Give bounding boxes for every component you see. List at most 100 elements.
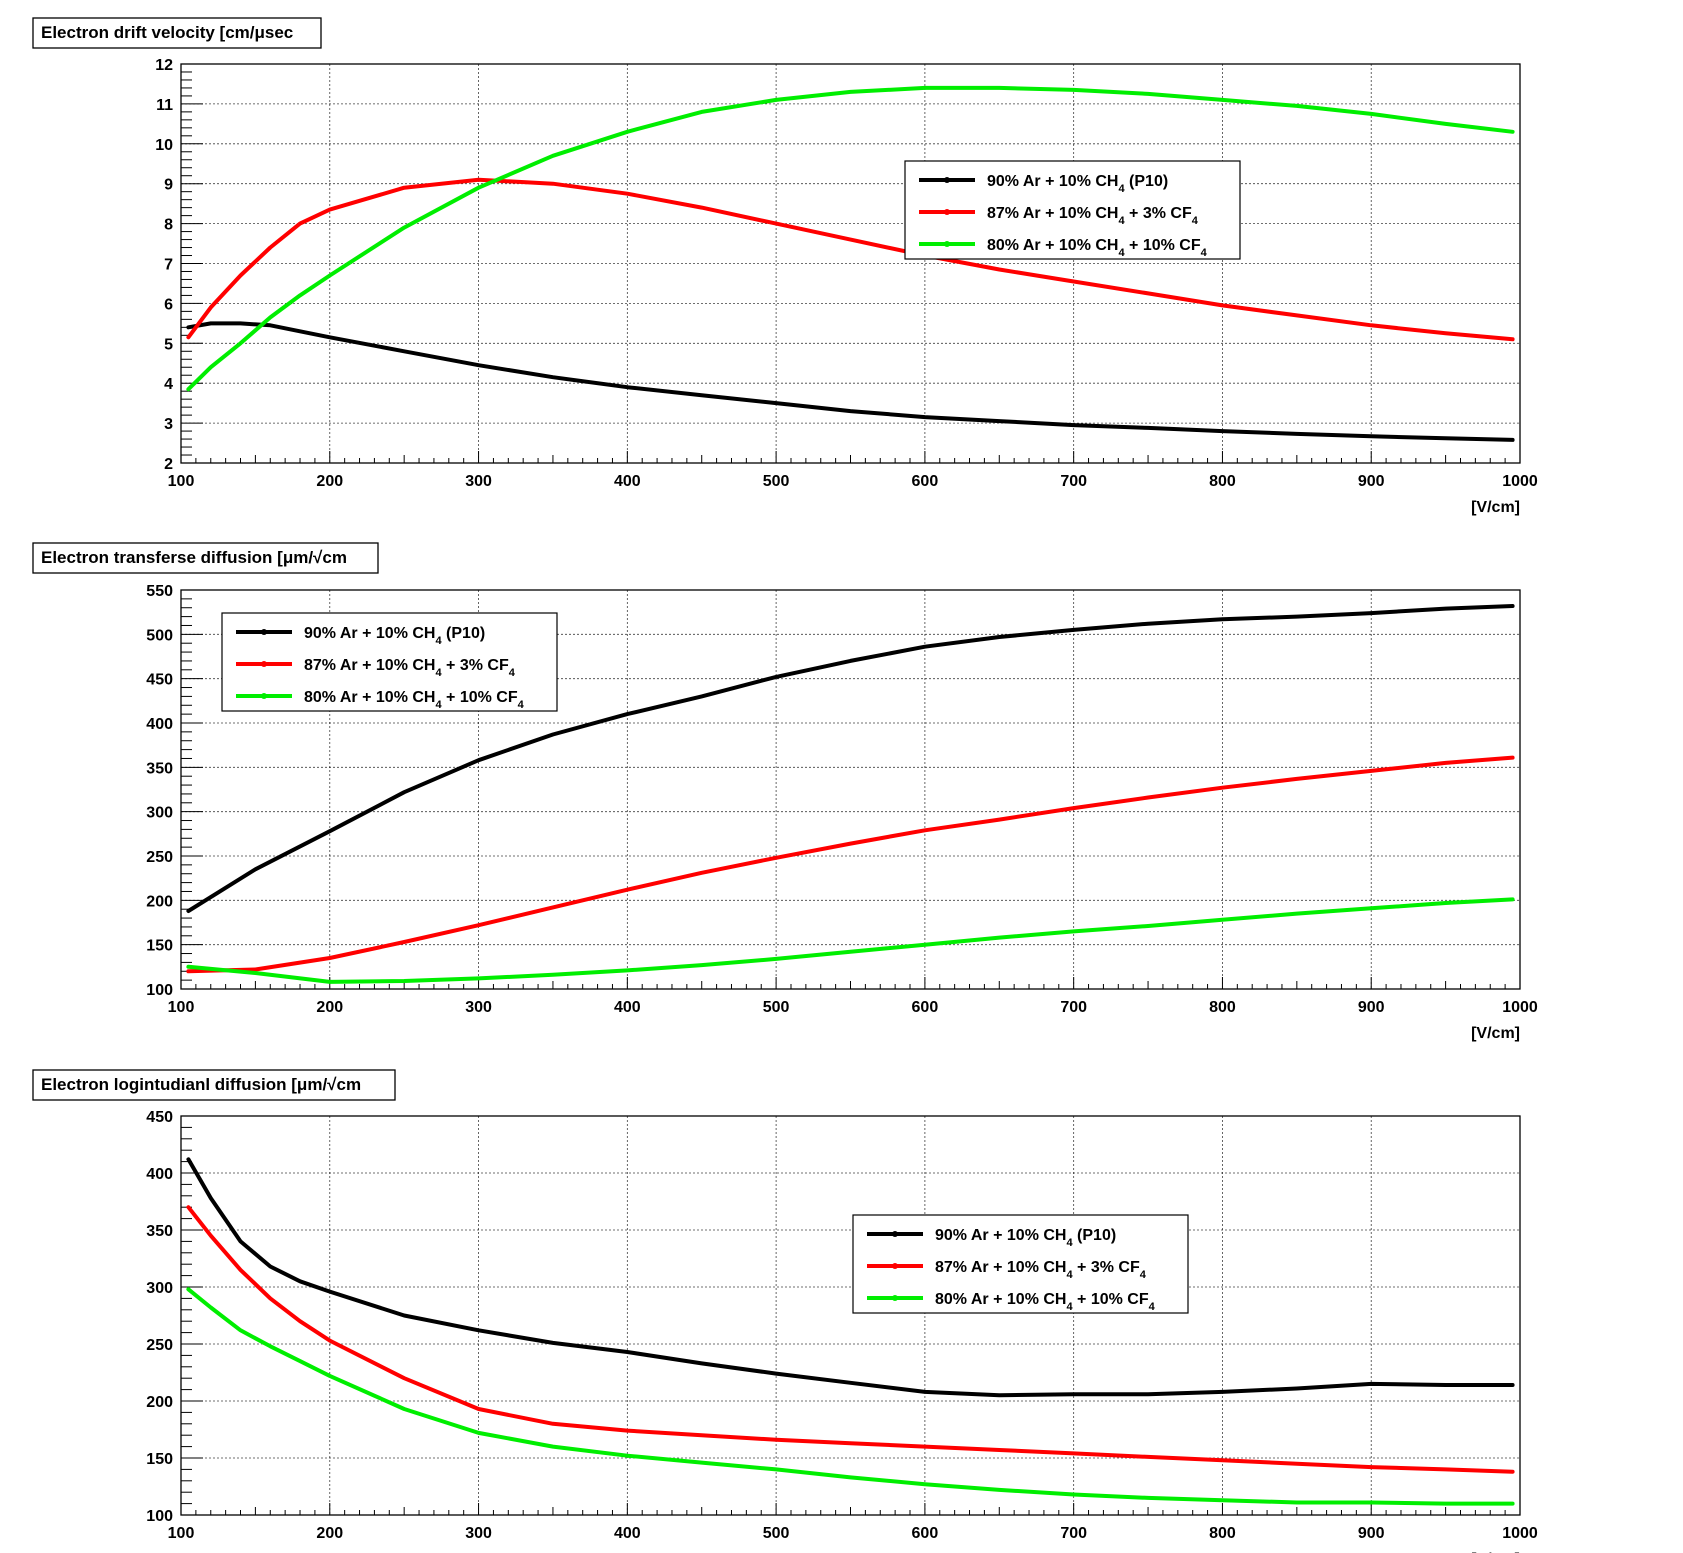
y-tick-label: 400: [146, 716, 173, 733]
x-tick-label: 100: [168, 1525, 195, 1542]
x-tick-label: 500: [763, 999, 790, 1016]
x-tick-label: 300: [465, 1525, 492, 1542]
plot-frame: [180, 1115, 1521, 1516]
x-tick-label: 1000: [1502, 1525, 1538, 1542]
x-tick-label: 100: [168, 999, 195, 1016]
x-axis-label: [V/cm]: [1471, 499, 1520, 516]
x-tick-label: 1000: [1502, 999, 1538, 1016]
legend: 90% Ar + 10% CH4 (P10) 87% Ar + 10% CH4 +…: [904, 160, 1241, 260]
x-tick-label: 700: [1060, 473, 1087, 490]
legend: 90% Ar + 10% CH4 (P10) 87% Ar + 10% CH4 +…: [221, 612, 558, 712]
x-tick-label: 200: [316, 473, 343, 490]
series-line-1: [186, 321, 1515, 442]
legend-label: 80% Ar + 10% CH4 + 10% CF4: [987, 237, 1208, 259]
series-line-2: [186, 177, 1515, 342]
y-tick-label: 450: [146, 672, 173, 689]
x-tick-label: 400: [614, 473, 641, 490]
y-tick-label: 250: [146, 849, 173, 866]
y-tick-label: 2: [164, 456, 173, 473]
y-tick-label: 3: [164, 416, 173, 433]
x-tick-label: 200: [316, 999, 343, 1016]
legend-marker: [261, 661, 267, 667]
y-tick-label: 9: [164, 177, 173, 194]
x-axis-label: [V/cm]: [1471, 1551, 1520, 1553]
chart-title-box: [32, 1069, 396, 1101]
x-axis-label: [V/cm]: [1471, 1025, 1520, 1042]
legend-label: 80% Ar + 10% CH4 + 10% CF4: [935, 1291, 1156, 1313]
x-tick-label: 900: [1358, 1525, 1385, 1542]
legend-label: 90% Ar + 10% CH4 (P10): [935, 1227, 1116, 1249]
chart-panel-3: Electron logintudianl diffusion [μm/√cm 1…: [32, 1069, 1538, 1553]
chart-panel-1: Electron drift velocity [cm/μsec 2 3 4 5 6 7 8 9…: [32, 17, 1538, 516]
chart-title-box: [32, 542, 379, 574]
y-tick-label: 250: [146, 1337, 173, 1354]
y-tick-label: 200: [146, 893, 173, 910]
y-tick-label: 550: [146, 583, 173, 600]
x-tick-label: 100: [168, 473, 195, 490]
y-tick-label: 300: [146, 805, 173, 822]
legend-label: 90% Ar + 10% CH4 (P10): [987, 173, 1168, 195]
y-tick-label: 5: [164, 336, 173, 353]
y-tick-label: 300: [146, 1280, 173, 1297]
series-line-3: [186, 1287, 1515, 1506]
y-tick-label: 11: [156, 97, 173, 114]
x-tick-label: 500: [763, 1525, 790, 1542]
chart-panel-2: Electron transferse diffusion [μm/√cm 100…: [32, 542, 1538, 1042]
legend-marker: [944, 241, 950, 247]
y-tick-label: 350: [146, 760, 173, 777]
x-tick-label: 800: [1209, 999, 1236, 1016]
legend-marker: [261, 629, 267, 635]
x-tick-label: 500: [763, 473, 790, 490]
chart-title-box: [32, 17, 322, 49]
series-line-2: [186, 1205, 1515, 1474]
legend-label: 87% Ar + 10% CH4 + 3% CF4: [304, 657, 516, 679]
chart-title: Electron drift velocity [cm/μsec: [41, 23, 293, 42]
y-tick-label: 8: [164, 217, 173, 234]
legend-marker: [944, 209, 950, 215]
plot-frame: [180, 63, 1521, 464]
legend-marker: [944, 177, 950, 183]
x-tick-label: 400: [614, 999, 641, 1016]
legend-marker: [261, 693, 267, 699]
x-tick-label: 300: [465, 999, 492, 1016]
x-tick-label: 700: [1060, 1525, 1087, 1542]
legend-marker: [892, 1295, 898, 1301]
y-tick-label: 450: [146, 1109, 173, 1126]
y-tick-label: 350: [146, 1223, 173, 1240]
legend-marker: [892, 1231, 898, 1237]
series-line-3: [186, 85, 1515, 392]
y-tick-label: 200: [146, 1394, 173, 1411]
series-line-2: [186, 755, 1515, 974]
y-tick-label: 6: [164, 296, 173, 313]
x-tick-label: 600: [912, 473, 939, 490]
x-tick-label: 1000: [1502, 473, 1538, 490]
y-tick-label: 500: [146, 627, 173, 644]
x-tick-label: 700: [1060, 999, 1087, 1016]
series-line-3: [186, 897, 1515, 984]
legend-label: 87% Ar + 10% CH4 + 3% CF4: [987, 205, 1199, 227]
y-tick-label: 100: [146, 1508, 173, 1525]
y-tick-label: 7: [164, 257, 173, 274]
series-line-1: [186, 604, 1515, 913]
y-tick-label: 4: [164, 376, 173, 393]
y-tick-label: 10: [155, 137, 173, 154]
x-tick-label: 400: [614, 1525, 641, 1542]
x-tick-label: 800: [1209, 473, 1236, 490]
y-tick-label: 100: [146, 982, 173, 999]
y-tick-label: 12: [155, 57, 173, 74]
x-tick-label: 300: [465, 473, 492, 490]
y-tick-label: 150: [146, 938, 173, 955]
plot-frame: [180, 589, 1521, 990]
x-tick-label: 900: [1358, 473, 1385, 490]
x-tick-label: 900: [1358, 999, 1385, 1016]
chart-title: Electron logintudianl diffusion [μm/√cm: [41, 1075, 361, 1094]
x-tick-label: 600: [912, 1525, 939, 1542]
legend-label: 80% Ar + 10% CH4 + 10% CF4: [304, 689, 525, 711]
legend-label: 87% Ar + 10% CH4 + 3% CF4: [935, 1259, 1147, 1281]
legend-marker: [892, 1263, 898, 1269]
y-tick-label: 150: [146, 1451, 173, 1468]
chart-title: Electron transferse diffusion [μm/√cm: [41, 548, 347, 567]
x-tick-label: 200: [316, 1525, 343, 1542]
x-tick-label: 800: [1209, 1525, 1236, 1542]
